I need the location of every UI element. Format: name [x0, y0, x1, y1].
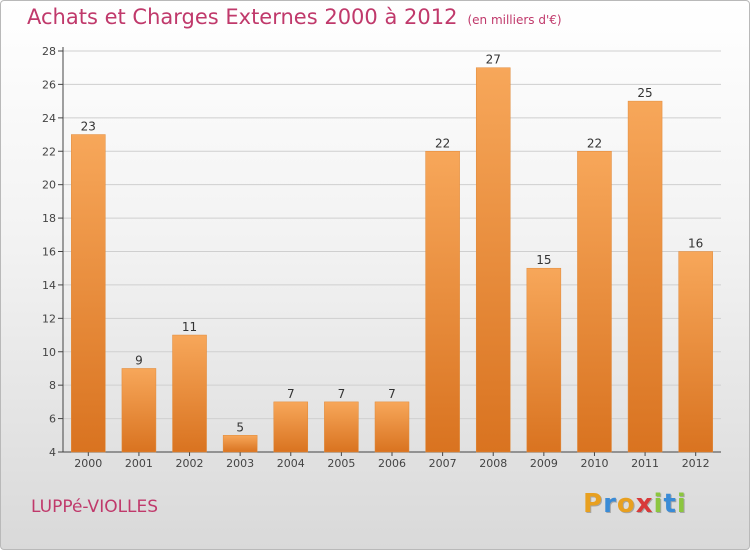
data-label: 9 [135, 353, 143, 367]
x-tick-label: 2001 [125, 457, 153, 470]
data-label: 27 [486, 53, 501, 67]
chart-title-text: Achats et Charges Externes 2000 à 2012 [27, 5, 458, 29]
data-label: 7 [287, 387, 295, 401]
logo-letter: i [653, 489, 664, 519]
bar-2001 [121, 368, 157, 453]
proxiti-logo[interactable]: Proxiti [583, 489, 687, 519]
y-tick-label: 10 [42, 346, 56, 359]
data-label: 7 [338, 387, 346, 401]
place-name: LUPPé-VIOLLES [31, 497, 159, 517]
bar-2007 [425, 151, 460, 453]
bars [71, 67, 713, 453]
x-tick-label: 2008 [479, 457, 507, 470]
y-tick-label: 26 [42, 78, 56, 91]
bar-2003 [222, 435, 258, 453]
bar-2008 [475, 67, 511, 453]
bar-2005 [324, 401, 359, 453]
data-label: 22 [587, 136, 602, 150]
data-label: 5 [236, 420, 244, 434]
y-tick-label: 22 [42, 145, 56, 158]
logo-letter: i [676, 489, 687, 519]
data-label: 16 [688, 237, 703, 251]
x-tick-label: 2002 [176, 457, 204, 470]
x-tick-label: 2009 [530, 457, 558, 470]
y-tick-label: 12 [42, 312, 56, 325]
y-tick-label: 14 [42, 279, 56, 292]
data-label: 25 [637, 86, 652, 100]
y-tick-label: 24 [42, 112, 56, 125]
y-tick-label: 18 [42, 212, 56, 225]
bar-2010 [577, 151, 612, 453]
data-label: 22 [435, 136, 450, 150]
bar-2012 [678, 251, 713, 453]
data-label: 11 [182, 320, 197, 334]
y-tick-label: 4 [49, 446, 56, 459]
data-label: 15 [536, 253, 551, 267]
chart-title: Achats et Charges Externes 2000 à 2012 (e… [27, 5, 562, 29]
x-tick-label: 2000 [74, 457, 102, 470]
data-label: 7 [388, 387, 396, 401]
bar-2004 [273, 401, 309, 453]
y-tick-label: 8 [49, 379, 56, 392]
bar-2000 [71, 134, 106, 453]
bar-2011 [627, 100, 663, 453]
chart-unit: (en milliers d'€) [467, 13, 562, 27]
x-tick-label: 2011 [631, 457, 659, 470]
x-tick-label: 2006 [378, 457, 406, 470]
logo-letter: o [616, 489, 636, 519]
x-tick-label: 2003 [226, 457, 254, 470]
logo-letter: r [603, 489, 617, 519]
y-tick-label: 16 [42, 246, 56, 259]
x-tick-label: 2007 [429, 457, 457, 470]
bar-2002 [172, 334, 207, 453]
y-tick-label: 28 [42, 45, 56, 58]
x-tick-label: 2010 [580, 457, 608, 470]
x-tick-label: 2012 [682, 457, 710, 470]
bar-2006 [374, 401, 410, 453]
y-tick-label: 6 [49, 413, 56, 426]
x-tick-label: 2005 [327, 457, 355, 470]
data-labels: 23 9 11 5 7 7 7 22 27 15 22 25 16 [81, 53, 704, 435]
bar-2009 [526, 267, 562, 453]
logo-letter: P [583, 489, 604, 519]
logo-letter: t [663, 489, 677, 519]
logo-letter: x [635, 489, 654, 519]
data-label: 23 [81, 120, 96, 134]
x-tick-label: 2004 [277, 457, 305, 470]
y-tick-label: 20 [42, 179, 56, 192]
